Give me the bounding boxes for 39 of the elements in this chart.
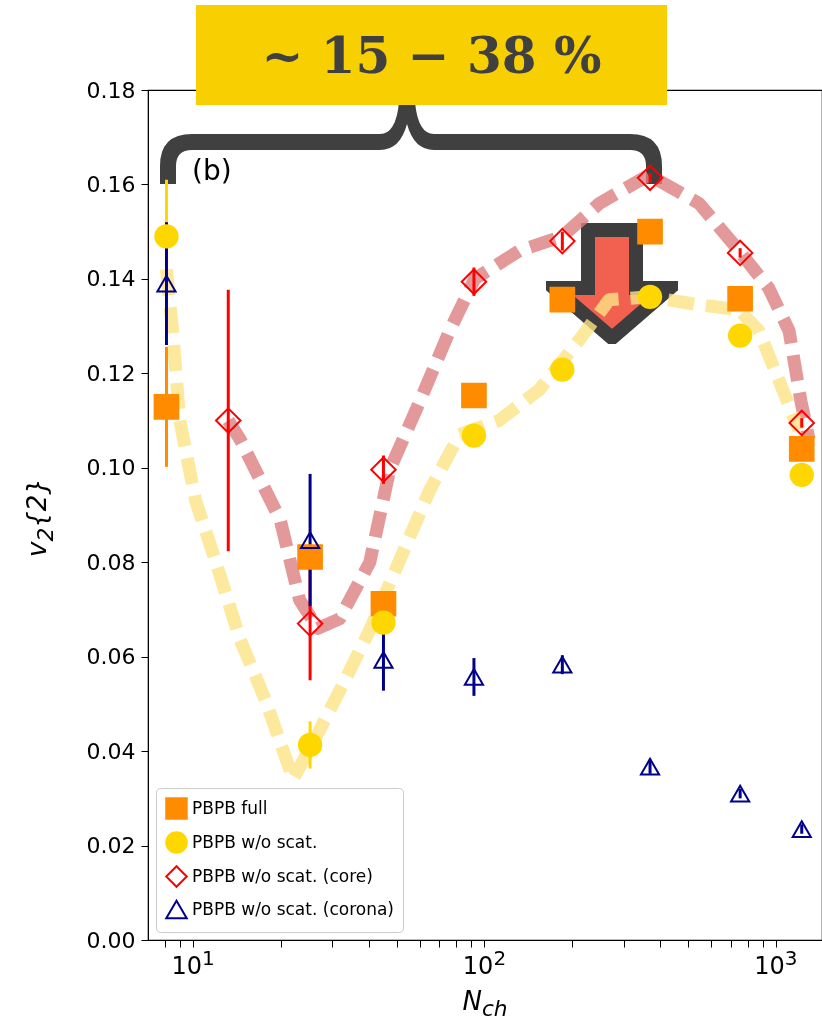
y-tick-label: 0.16: [86, 171, 136, 197]
x-tick-label: 10$^{1}$: [170, 946, 216, 981]
annotation: (b): [192, 154, 232, 187]
x-axis-title: N$_{ch}$: [461, 986, 509, 1022]
point: [727, 285, 753, 312]
legend-label: PBPB w/o scat.: [192, 831, 318, 852]
point: [727, 323, 753, 348]
point: [637, 284, 663, 309]
point: [639, 757, 661, 776]
point: [370, 456, 397, 483]
point: [460, 268, 488, 295]
y-tick-label: 0.18: [86, 77, 136, 103]
point: [636, 164, 664, 192]
y-tick-label: 0.06: [86, 644, 136, 670]
point: [550, 357, 575, 382]
point: [552, 655, 573, 674]
y-tick-label: 0.12: [86, 360, 136, 386]
x-tick-label: 10$^{3}$: [753, 946, 799, 981]
y-tick-label: 0.00: [86, 927, 136, 953]
point: [730, 784, 751, 803]
point: [463, 668, 485, 686]
point: [371, 610, 396, 635]
point: [461, 382, 487, 409]
legend-label: PBPB w/o scat. (core): [192, 865, 373, 886]
legend-label: PBPB w/o scat. (corona): [192, 898, 394, 919]
point: [726, 239, 754, 267]
point: [549, 286, 576, 313]
point: [637, 218, 663, 245]
legend-label: PBPB full: [192, 797, 268, 818]
y-tick-label: 0.10: [86, 455, 136, 481]
y-tick-label: 0.02: [86, 833, 136, 859]
x-tick-label: 10$^{2}$: [461, 946, 508, 981]
point: [549, 227, 576, 255]
y-tick-label: 0.14: [86, 266, 136, 292]
point: [461, 423, 487, 448]
point: [373, 651, 394, 669]
text: ~ 15 − 38 %: [196, 5, 667, 105]
y-tick-label: 0.08: [86, 549, 136, 575]
y-tick-label: 0.04: [86, 738, 136, 764]
